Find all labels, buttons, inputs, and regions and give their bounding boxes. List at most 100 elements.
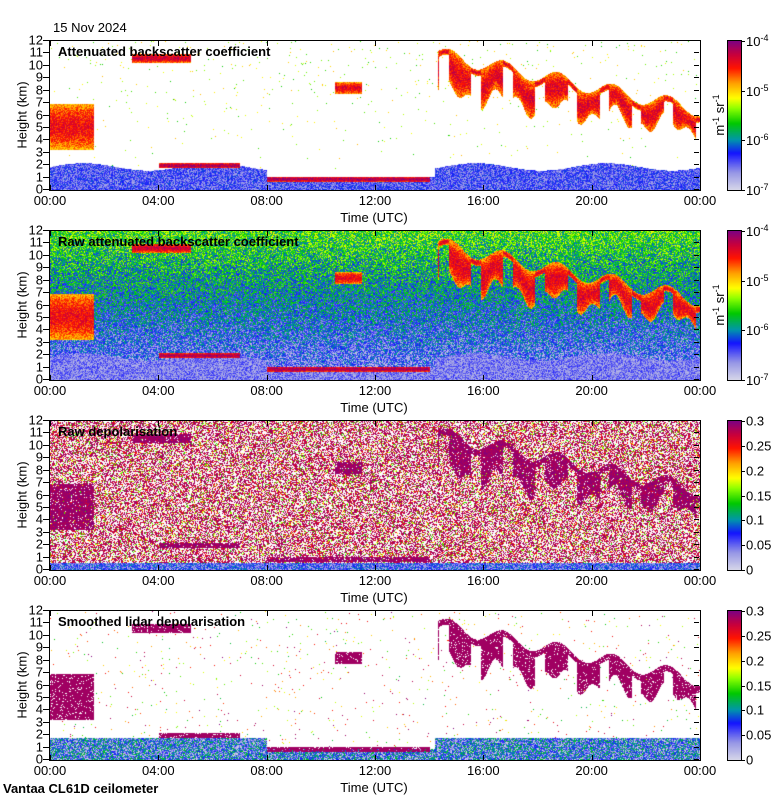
y-tick-label: 2 — [35, 536, 43, 552]
panel-title: Raw depolarisation — [58, 424, 178, 439]
y-axis-label: Height (km) — [14, 81, 30, 149]
y-tick-label: 2 — [35, 726, 43, 742]
y-tick-mark — [43, 469, 49, 471]
colorbar-tick-label: 0.2 — [746, 463, 765, 479]
y-tick-mark — [43, 519, 49, 521]
y-tick-mark — [694, 354, 699, 356]
y-tick-label: 12 — [28, 412, 43, 428]
x-tick-mark — [375, 41, 376, 46]
chart-panel-3: Raw depolarisation 0 1 2 3 4 5 6 7 8 9 10 11 12 00:00 0… — [0, 413, 780, 610]
y-tick-label: 3 — [35, 524, 43, 540]
colorbar-tick-mark — [741, 231, 745, 232]
colorbar-tick-mark — [741, 90, 745, 92]
x-axis-label: Time (UTC) — [340, 210, 408, 225]
y-tick-label: 6 — [35, 677, 43, 692]
x-tick-mark — [158, 421, 160, 426]
y-tick-label: 12 — [28, 32, 43, 48]
y-tick-mark — [694, 267, 699, 269]
y-tick-label: 9 — [35, 259, 43, 275]
y-tick-mark — [43, 354, 49, 356]
x-tick-mark — [700, 185, 701, 190]
y-tick-mark — [43, 494, 49, 496]
x-tick-label: 00:00 — [33, 193, 67, 208]
y-tick-mark — [694, 506, 699, 508]
x-tick-label: 16:00 — [467, 193, 500, 208]
x-tick-mark — [50, 565, 51, 570]
x-tick-label: 08:00 — [250, 193, 283, 208]
y-tick-mark — [694, 482, 699, 484]
x-tick-label: 16:00 — [467, 573, 500, 588]
y-tick-mark — [43, 230, 49, 231]
y-tick-mark — [694, 759, 699, 760]
y-tick-label: 6 — [35, 297, 43, 312]
colorbar — [727, 610, 742, 761]
y-tick-mark — [43, 569, 49, 570]
colorbar-tick-mark — [741, 760, 745, 761]
y-tick-mark — [694, 102, 699, 104]
y-tick-mark — [694, 242, 699, 244]
x-tick-label: 20:00 — [575, 763, 608, 778]
y-tick-label: 2 — [35, 156, 43, 172]
x-tick-mark — [591, 565, 593, 570]
x-tick-label: 08:00 — [250, 383, 283, 398]
y-tick-mark — [43, 734, 49, 736]
x-tick-mark — [50, 375, 51, 380]
y-tick-mark — [43, 139, 49, 141]
colorbar-tick-label: 10-7 — [746, 181, 769, 199]
y-tick-mark — [694, 444, 699, 446]
colorbar-tick-mark — [741, 545, 745, 547]
y-tick-mark — [43, 684, 49, 686]
heatmap-plot-area: Raw depolarisation — [49, 420, 701, 571]
colorbar-tick-mark — [741, 611, 745, 612]
x-tick-mark — [483, 755, 485, 760]
x-tick-mark — [700, 565, 701, 570]
x-tick-mark — [483, 611, 485, 616]
x-tick-label: 00:00 — [33, 383, 67, 398]
y-tick-mark — [694, 556, 699, 558]
colorbar-tick-label: 0.2 — [746, 653, 765, 669]
colorbar-gradient — [728, 421, 741, 570]
y-tick-mark — [694, 366, 699, 368]
y-tick-label: 5 — [35, 689, 43, 705]
y-tick-mark — [694, 569, 699, 570]
y-tick-label: 3 — [35, 144, 43, 160]
colorbar-tick-mark — [741, 140, 745, 142]
panel-title: Smoothed lidar depolarisation — [58, 614, 246, 629]
x-tick-mark — [266, 611, 268, 616]
heatmap-plot-area: Attenuated backscatter coefficient — [49, 40, 701, 191]
chart-panel-2: Raw attenuated backscatter coefficient 0 1… — [0, 223, 780, 420]
y-tick-mark — [694, 647, 699, 649]
chart-panel-4: Smoothed lidar depolarisation 0 1 2 3 4 5 6 7 8 9 1… — [0, 603, 780, 800]
y-tick-mark — [694, 684, 699, 686]
y-axis-label: Height (km) — [14, 651, 30, 719]
y-tick-label: 1 — [35, 739, 43, 755]
x-tick-mark — [591, 185, 593, 190]
y-tick-label: 7 — [35, 664, 43, 680]
y-tick-mark — [43, 114, 49, 116]
y-tick-label: 3 — [35, 714, 43, 730]
y-tick-mark — [43, 531, 49, 533]
x-tick-mark — [375, 375, 376, 380]
x-tick-label: 20:00 — [575, 573, 608, 588]
y-tick-mark — [43, 696, 49, 698]
y-tick-label: 5 — [35, 119, 43, 135]
y-tick-mark — [694, 544, 699, 546]
x-tick-mark — [158, 755, 160, 760]
y-tick-mark — [694, 126, 699, 128]
y-tick-mark — [694, 469, 699, 471]
heatmap-canvas — [50, 231, 700, 380]
x-tick-mark — [375, 231, 376, 236]
x-tick-mark — [50, 231, 51, 236]
x-tick-mark — [591, 755, 593, 760]
y-tick-mark — [694, 316, 699, 318]
y-tick-mark — [694, 329, 699, 331]
y-tick-mark — [694, 189, 699, 190]
y-tick-mark — [694, 672, 699, 674]
y-tick-label: 1 — [35, 549, 43, 565]
x-tick-mark — [158, 41, 160, 46]
y-tick-mark — [43, 366, 49, 368]
y-tick-mark — [43, 40, 49, 41]
y-tick-mark — [694, 634, 699, 636]
y-tick-label: 6 — [35, 107, 43, 122]
colorbar-tick-mark — [741, 280, 745, 282]
